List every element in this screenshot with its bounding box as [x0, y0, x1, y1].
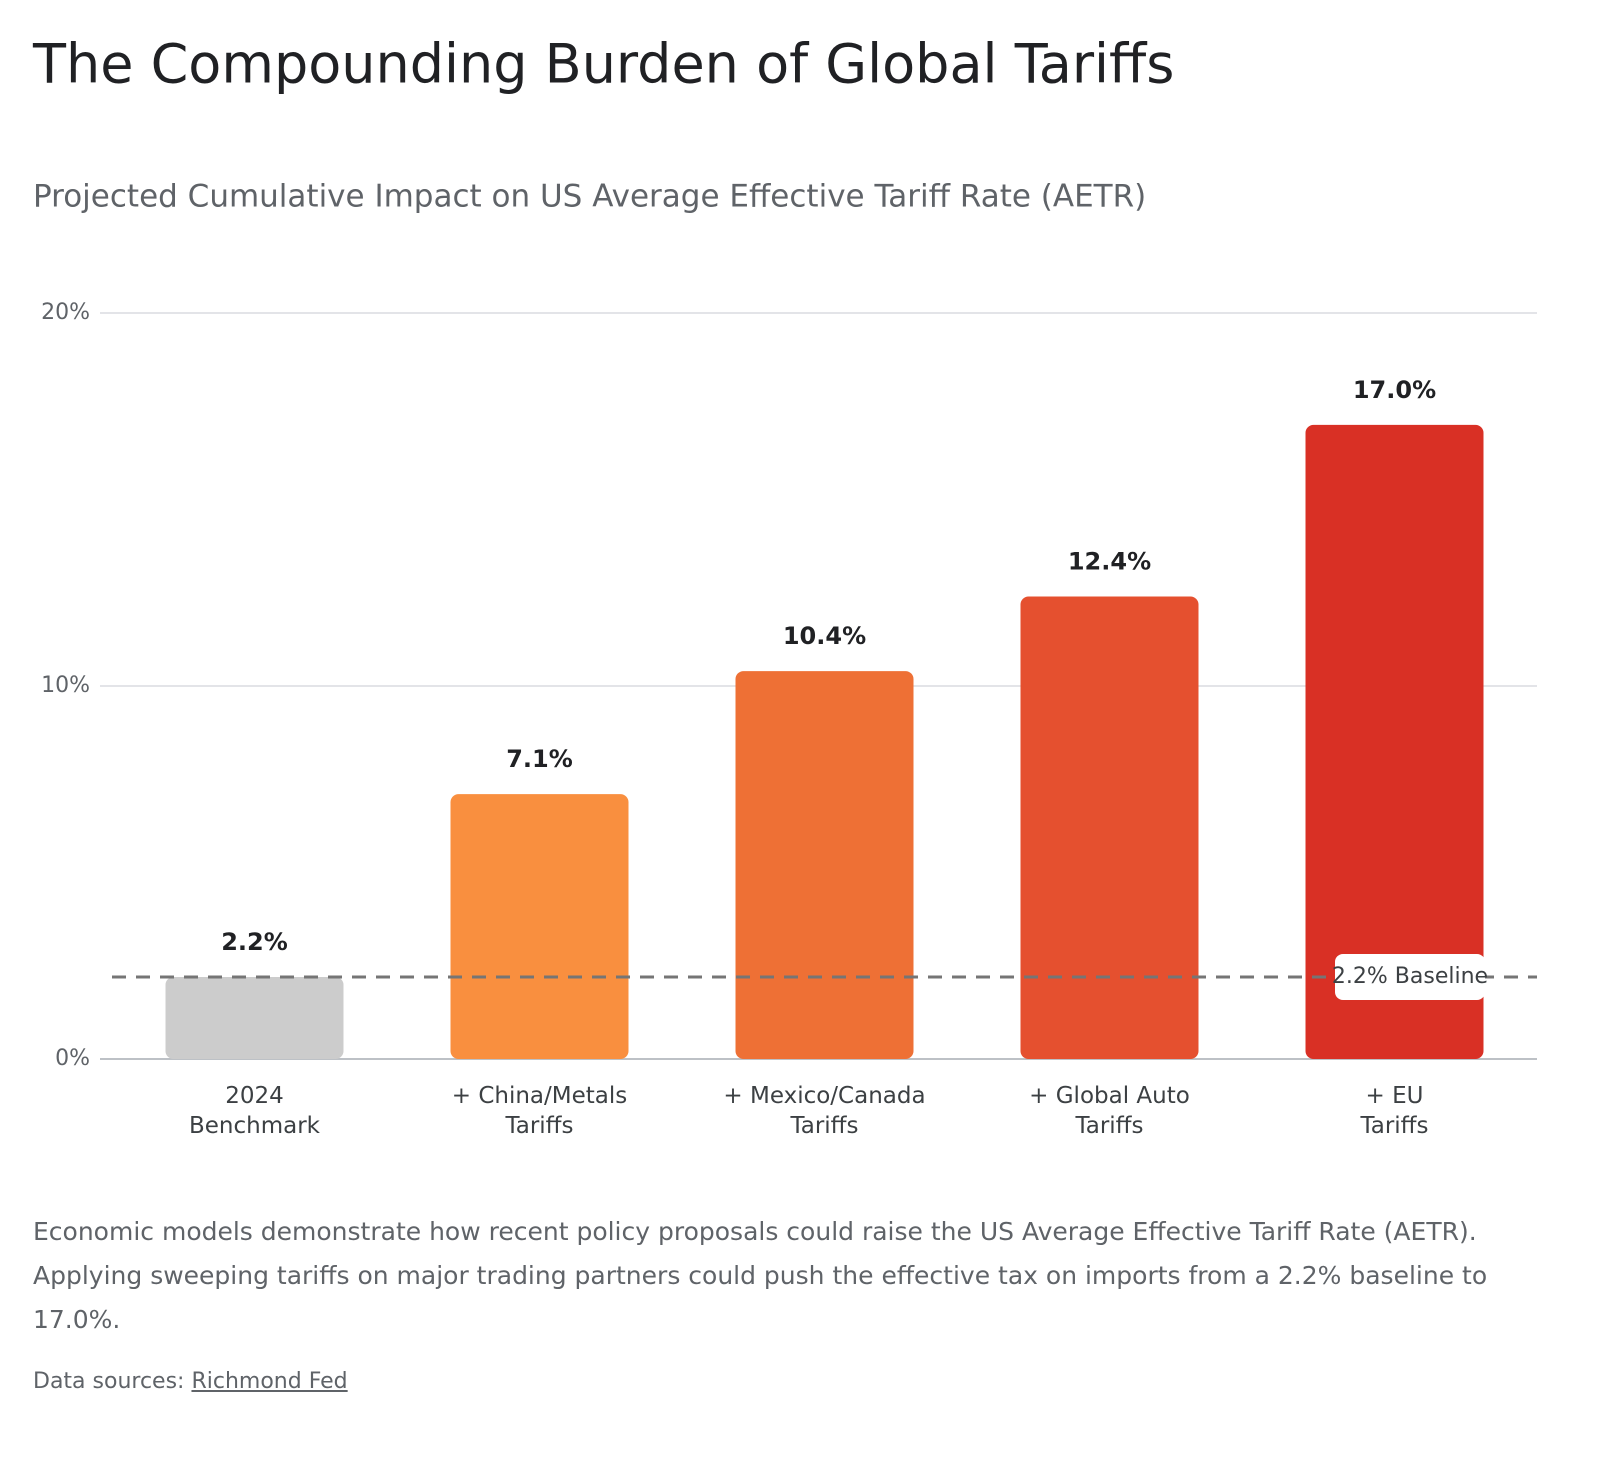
description: Economic models demonstrate how recent p… [33, 1217, 1488, 1334]
bar [450, 794, 629, 1059]
bar [735, 671, 914, 1059]
x-tick-label: + EU Tariffs [1359, 1083, 1428, 1139]
x-tick-label: + Global Auto Tariffs [1029, 1083, 1190, 1139]
value-label: 10.4% [783, 622, 866, 650]
x-tick-label: 2024 Benchmark [189, 1083, 321, 1139]
value-label: 17.0% [1353, 376, 1436, 404]
chart: The Compounding Burden of Global Tariffs… [32, 33, 1537, 1139]
chart-title: The Compounding Burden of Global Tariffs [32, 33, 1174, 96]
chart-subtitle: Projected Cumulative Impact on US Averag… [33, 179, 1146, 215]
source: Data sources: Richmond Fed [33, 1369, 348, 1394]
y-tick-label: 20% [41, 300, 90, 325]
baseline-label-box [1335, 953, 1485, 1000]
baseline-label: 2.2% Baseline [1332, 964, 1488, 989]
bar [165, 976, 344, 1059]
source-link[interactable]: Richmond Fed [191, 1369, 348, 1394]
y-tick-label: 0% [55, 1046, 90, 1071]
bar [1020, 596, 1199, 1059]
x-tick-label: + Mexico/Canada Tariffs [723, 1083, 925, 1139]
x-tick-label: + China/Metals Tariffs [452, 1083, 628, 1139]
value-label: 2.2% [221, 928, 288, 956]
bar [1305, 424, 1484, 1059]
value-label: 7.1% [506, 745, 573, 773]
source-label: Data sources: [33, 1369, 185, 1394]
y-tick-label: 10% [41, 673, 90, 698]
value-label: 12.4% [1068, 547, 1151, 575]
